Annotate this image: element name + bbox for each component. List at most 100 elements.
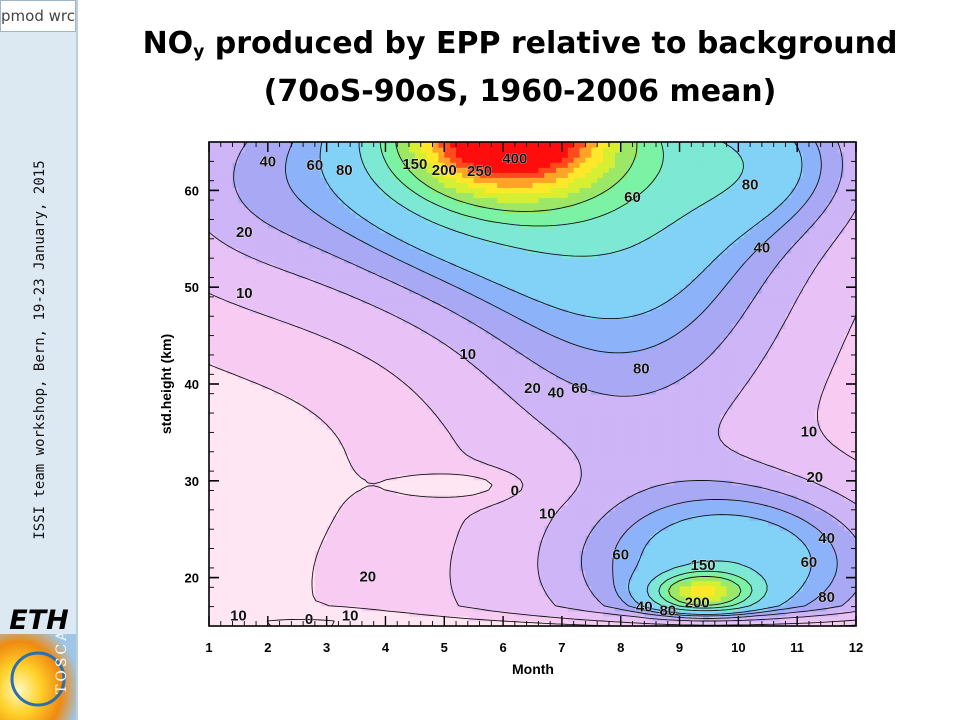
contour-cell (326, 545, 334, 551)
contour-cell (485, 515, 492, 521)
contour-cell (750, 489, 757, 496)
contour-cell (726, 505, 734, 511)
contour-cell (503, 565, 510, 572)
contour-cell (567, 565, 575, 572)
contour-cell (473, 489, 481, 496)
contour-cell (220, 595, 228, 602)
contour-cell (408, 600, 416, 607)
contour-cell (544, 590, 551, 597)
contour-cell (356, 520, 363, 526)
contour-cell (638, 520, 645, 526)
contour-cell (397, 585, 404, 592)
contour-cell (667, 404, 675, 410)
contour-cell (250, 610, 257, 617)
contour-cell (514, 439, 522, 446)
contour-cell (379, 535, 387, 541)
contour-cell (450, 399, 457, 405)
contour-cell (644, 494, 651, 501)
contour-cell (838, 484, 845, 491)
contour-cell (691, 545, 698, 551)
contour-cell (244, 414, 251, 420)
contour-cell (314, 540, 322, 546)
contour-cell (485, 555, 492, 562)
contour-cell (485, 585, 492, 592)
contour-cell (720, 459, 728, 466)
contour-cell (626, 499, 634, 506)
contour-cell (444, 474, 451, 481)
contour-cell (256, 459, 263, 466)
contour-cell (826, 489, 834, 496)
contour-cell (332, 510, 339, 516)
contour-cell (850, 484, 856, 491)
contour-cell (414, 429, 422, 436)
contour-cell (408, 550, 416, 557)
contour-cell (585, 404, 592, 410)
contour-cell (514, 620, 522, 626)
contour-cell (297, 404, 304, 410)
contour-cell (385, 444, 392, 451)
contour-cell (814, 454, 822, 461)
contour-cell (538, 615, 545, 622)
contour-cell (638, 505, 645, 511)
contour-cell (344, 620, 351, 626)
contour-cell (438, 610, 445, 617)
contour-cell (591, 525, 598, 531)
contour-cell (256, 605, 263, 612)
contour-cell (844, 600, 851, 607)
contour-cell (603, 404, 610, 410)
contour-cell (497, 424, 504, 430)
contour-cell (626, 620, 634, 626)
contour-cell (761, 399, 769, 405)
contour-cell (273, 454, 281, 461)
contour-cell (756, 399, 763, 405)
contour-cell (661, 429, 669, 436)
contour-cell (426, 464, 434, 471)
contour-cell (473, 399, 481, 405)
contour-cell (444, 540, 451, 546)
contour-cell (644, 464, 651, 471)
contour-cell (520, 499, 528, 506)
contour-cell (232, 474, 240, 481)
contour-cell (844, 459, 851, 466)
contour-cell (244, 510, 251, 516)
contour-cell (656, 499, 663, 506)
contour-cell (656, 454, 663, 461)
contour-cell (814, 565, 822, 572)
contour-cell (608, 525, 616, 531)
contour-cell (244, 474, 251, 481)
contour-cell (656, 424, 663, 430)
contour-cell (561, 600, 569, 607)
contour-cell (297, 444, 304, 451)
contour-cell (767, 585, 775, 592)
contour-cell (720, 620, 728, 626)
contour-cell (285, 545, 292, 551)
contour-cell (385, 459, 392, 466)
contour-cell (750, 520, 757, 526)
contour-cell (497, 434, 504, 441)
contour-cell (591, 449, 598, 456)
contour-cell (350, 590, 357, 597)
contour-cell (267, 515, 275, 521)
contour-cell (408, 570, 416, 577)
contour-cell (285, 479, 292, 486)
contour-cell (650, 555, 657, 562)
contour-cell (697, 590, 704, 597)
contour-cell (338, 535, 345, 541)
contour-cell (556, 590, 563, 597)
contour-cell (591, 479, 598, 486)
contour-cell (244, 535, 251, 541)
contour-cell (685, 409, 692, 415)
contour-cell (450, 489, 457, 496)
contour-cell (332, 575, 339, 582)
contour-cell (567, 570, 575, 577)
contour-cell (808, 565, 816, 572)
contour-cell (344, 399, 351, 405)
contour-cell (814, 499, 822, 506)
contour-cell (708, 555, 716, 562)
contour-cell (708, 444, 716, 451)
contour-cell (391, 570, 398, 577)
contour-cell (344, 585, 351, 592)
contour-cell (479, 530, 487, 536)
contour-cell (273, 565, 281, 572)
contour-cell (579, 515, 587, 521)
